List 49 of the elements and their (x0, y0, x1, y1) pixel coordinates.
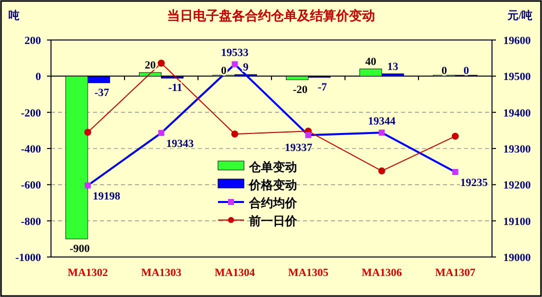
y2-tick-label: 19600 (503, 35, 532, 47)
point (452, 132, 459, 140)
y2-tick-label: 19300 (503, 144, 532, 156)
legend-label: 价格变动 (248, 178, 297, 192)
data-label: 19344 (368, 116, 396, 128)
x-tick-label: MA1303 (141, 267, 182, 279)
y2-tick-label: 19400 (503, 107, 532, 120)
point (158, 60, 165, 67)
data-label: -37 (94, 86, 110, 99)
y2-axis-title: 元/吨 (506, 9, 533, 22)
x-tick-label: MA1304 (214, 267, 256, 279)
y2-tick-label: 19100 (503, 216, 532, 228)
data-label: -20 (292, 84, 308, 96)
y2-tick-label: 19000 (503, 252, 532, 264)
y-tick-label: -400 (20, 144, 42, 156)
point (231, 130, 238, 138)
y-tick-label: -200 (20, 107, 42, 120)
y2-tick-label: 19500 (503, 71, 532, 84)
data-label: 40 (365, 56, 377, 68)
data-label: 20 (144, 60, 156, 72)
data-label: 19343 (166, 138, 194, 150)
data-label: 0 (464, 65, 470, 78)
data-label: 19235 (460, 177, 488, 190)
data-label: 0 (441, 65, 448, 78)
x-tick-label: MA1306 (362, 267, 402, 279)
data-label: 13 (387, 60, 399, 73)
x-tick-label: MA1302 (68, 267, 108, 279)
point (84, 128, 92, 136)
y-tick-label: -1000 (15, 252, 42, 264)
y-tick-label: 200 (24, 35, 42, 47)
y2-tick-label: 19200 (503, 180, 532, 192)
y-axis-title: 吨 (8, 9, 20, 22)
x-tick-label: MA1305 (288, 267, 329, 279)
data-label: 9 (243, 62, 250, 74)
y-tick-label: 0 (36, 71, 42, 84)
data-label: -7 (318, 81, 328, 94)
data-label: -900 (70, 242, 90, 255)
data-label: -11 (168, 82, 182, 94)
x-tick-label: MA1307 (435, 267, 476, 279)
legend-label: 合约均价 (248, 196, 298, 210)
legend-label: 仓单变动 (248, 160, 297, 174)
y-tick-label: -600 (20, 180, 42, 192)
point (378, 167, 386, 174)
legend-label: 前一日价 (248, 214, 298, 228)
data-label: 19337 (284, 142, 313, 154)
y-tick-label: -800 (20, 216, 42, 228)
data-label: 19198 (92, 190, 121, 202)
chart-title: 当日电子盘各合约仓单及结算价变动 (167, 8, 375, 23)
data-label: 19533 (221, 47, 249, 60)
